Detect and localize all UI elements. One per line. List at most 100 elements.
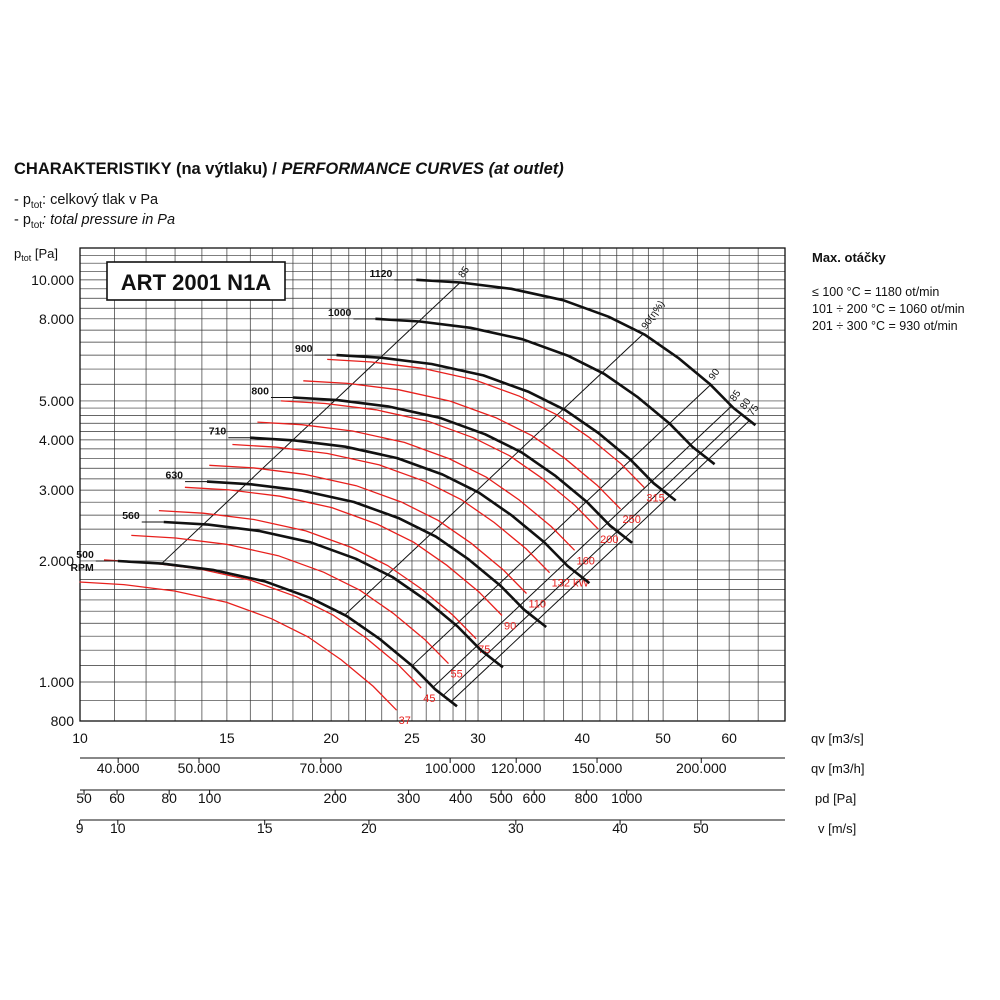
efficiency-line bbox=[442, 413, 743, 696]
qv-m3h-axis-label: qv [m3/h] bbox=[811, 761, 864, 776]
velocity-axis-label: v [m/s] bbox=[818, 821, 856, 836]
velocity-axis-tick-label: 20 bbox=[361, 820, 377, 836]
power-curve bbox=[232, 443, 551, 574]
qv-m3h-axis-tick-label: 70.000 bbox=[300, 760, 343, 776]
max-speed-line-1: ≤ 100 °C = 1180 ot/min bbox=[812, 285, 940, 299]
power-curve bbox=[303, 380, 621, 510]
pd-axis-tick-label: 300 bbox=[397, 790, 421, 806]
rpm-label: 560 bbox=[122, 510, 140, 522]
efficiency-line bbox=[161, 282, 461, 564]
model-box bbox=[106, 261, 286, 301]
pd-axis-tick-label: 500 bbox=[489, 790, 513, 806]
model-name: ART 2001 N1A bbox=[121, 270, 272, 295]
power-curve bbox=[131, 534, 449, 665]
pd-axis-tick-label: 200 bbox=[323, 790, 347, 806]
rpm-curve-630 bbox=[206, 480, 548, 629]
qv-m3h-axis-tick-label: 200.000 bbox=[676, 760, 727, 776]
rpm-curve-900 bbox=[336, 353, 677, 502]
y-tick-label: 3.000 bbox=[39, 482, 74, 498]
rpm-label: 1120 bbox=[370, 268, 393, 280]
max-speed-line-2: 101 ÷ 200 °C = 1060 ot/min bbox=[812, 302, 965, 316]
chart-title: CHARAKTERISTIKY (na výtlaku) / PERFORMAN… bbox=[14, 160, 564, 179]
power-label: 200 bbox=[600, 534, 618, 546]
efficiency-line bbox=[450, 420, 750, 702]
rpm-curve-800 bbox=[292, 396, 633, 544]
max-speed-line-3: 201 ÷ 300 °C = 930 ot/min bbox=[812, 319, 958, 333]
x-tick-label: 20 bbox=[323, 730, 339, 746]
x-tick-label: 25 bbox=[404, 730, 420, 746]
power-curve bbox=[209, 464, 527, 594]
pd-axis-tick-label: 1000 bbox=[611, 790, 642, 806]
y-axis-label: ptot [Pa] bbox=[14, 246, 58, 263]
power-label: 315 bbox=[646, 493, 664, 505]
power-curve bbox=[158, 509, 477, 640]
x-tick-label: 15 bbox=[219, 730, 235, 746]
legend-ptot-czech: - ptot: celkový tlak v Pa bbox=[14, 192, 159, 211]
qv-m3h-axis-tick-label: 50.000 bbox=[178, 760, 221, 776]
pd-axis-tick-label: 600 bbox=[522, 790, 546, 806]
rpm-unit-label: RPM bbox=[70, 562, 94, 574]
title-czech: CHARAKTERISTIKY (na výtlaku) / bbox=[14, 160, 282, 178]
power-label: 45 bbox=[423, 693, 435, 705]
legend-ptot-english: - ptot: total pressure in Pa bbox=[14, 212, 176, 231]
y-tick-label: 800 bbox=[51, 713, 75, 729]
rpm-label: 900 bbox=[295, 343, 313, 355]
qv-m3h-axis-tick-label: 120.000 bbox=[491, 760, 542, 776]
rpm-label: 1000 bbox=[328, 307, 352, 319]
x-tick-label: 50 bbox=[655, 730, 671, 746]
velocity-axis-tick-label: 50 bbox=[693, 820, 709, 836]
pd-axis-tick-label: 400 bbox=[449, 790, 473, 806]
pd-axis-tick-label: 60 bbox=[109, 790, 125, 806]
x-axis-label: qv [m3/s] bbox=[811, 731, 864, 746]
pd-axis-tick-label: 50 bbox=[76, 790, 92, 806]
plot-frame bbox=[79, 247, 786, 722]
velocity-axis-tick-label: 15 bbox=[257, 820, 273, 836]
rpm-label: 710 bbox=[209, 426, 227, 438]
power-label: 160 bbox=[577, 555, 595, 567]
rpm-label: 630 bbox=[166, 470, 184, 482]
efficiency-label: 85 bbox=[457, 264, 473, 280]
rpm-curve-1000 bbox=[375, 317, 716, 466]
velocity-axis-tick-label: 30 bbox=[508, 820, 524, 836]
y-tick-label: 5.000 bbox=[39, 393, 74, 409]
y-tick-label: 4.000 bbox=[39, 432, 74, 448]
power-curve bbox=[280, 400, 599, 530]
power-label: 110 bbox=[528, 598, 546, 610]
power-label: 37 bbox=[399, 715, 411, 727]
x-tick-label: 30 bbox=[470, 730, 486, 746]
efficiency-line bbox=[411, 384, 711, 667]
rpm-curve-560 bbox=[163, 520, 504, 669]
efficiency-line bbox=[344, 333, 644, 616]
rpm-label: 800 bbox=[251, 385, 269, 397]
power-curve bbox=[257, 421, 576, 551]
x-tick-label: 40 bbox=[574, 730, 590, 746]
power-curve bbox=[327, 358, 645, 489]
pd-axis-tick-label: 100 bbox=[198, 790, 222, 806]
y-tick-label: 8.000 bbox=[39, 311, 74, 327]
power-label: 132 kW bbox=[552, 578, 590, 590]
y-tick-label: 2.000 bbox=[39, 553, 74, 569]
power-label: 55 bbox=[451, 669, 463, 681]
max-speed-title: Max. otáčky bbox=[812, 250, 886, 265]
efficiency-line bbox=[432, 405, 732, 688]
y-tick-label: 1.000 bbox=[39, 674, 74, 690]
rpm-curve-500 bbox=[117, 559, 458, 708]
qv-m3h-axis-tick-label: 40.000 bbox=[97, 760, 140, 776]
power-curve bbox=[79, 581, 398, 711]
power-label: 75 bbox=[478, 644, 490, 656]
y-tick-label: 10.000 bbox=[31, 272, 74, 288]
rpm-curve-710 bbox=[250, 436, 591, 585]
rpm-curve-1120 bbox=[416, 278, 757, 427]
velocity-axis-tick-label: 10 bbox=[110, 820, 126, 836]
qv-m3h-axis-tick-label: 150.000 bbox=[572, 760, 623, 776]
title-english: PERFORMANCE CURVES (at outlet) bbox=[281, 160, 564, 178]
pd-axis-tick-label: 800 bbox=[575, 790, 599, 806]
power-label: 250 bbox=[623, 514, 641, 526]
x-tick-label: 60 bbox=[721, 730, 737, 746]
x-tick-label: 10 bbox=[72, 730, 88, 746]
power-curve bbox=[184, 486, 503, 616]
velocity-axis-tick-label: 40 bbox=[612, 820, 628, 836]
velocity-axis-tick-label: 9 bbox=[76, 820, 84, 836]
rpm-label: 500 bbox=[76, 549, 94, 561]
